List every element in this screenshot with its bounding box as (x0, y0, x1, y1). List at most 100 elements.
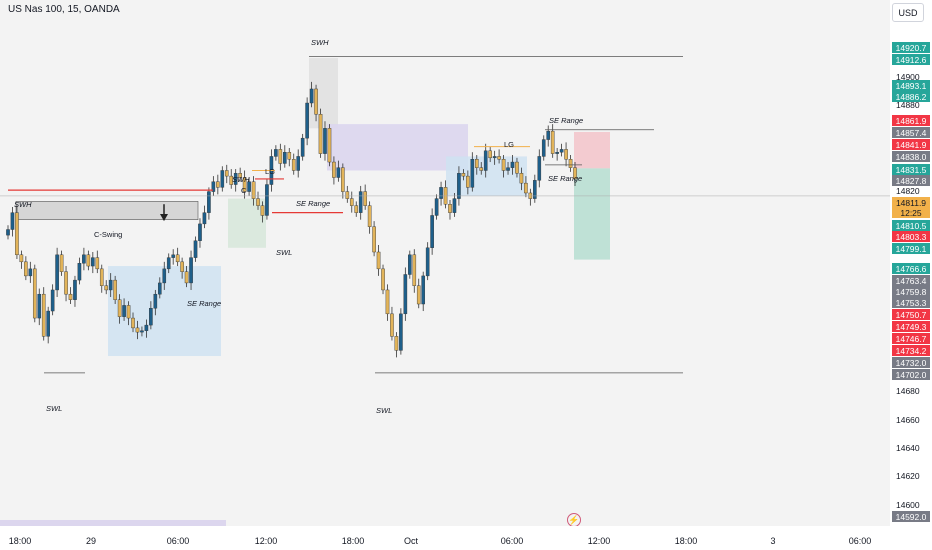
candle-body (363, 191, 367, 206)
candle-body (412, 254, 417, 286)
candle-body (376, 251, 381, 270)
candle-body (126, 305, 131, 319)
candle-body (15, 212, 19, 256)
label-se-range-2: SE Range (296, 199, 331, 208)
price-badge: 14763.4 (892, 275, 930, 286)
ob-zone (228, 198, 266, 248)
candle-body (403, 274, 408, 315)
x-tick: 06:00 (848, 536, 872, 546)
stop-loss-box (574, 131, 610, 169)
y-tick: 14620 (896, 471, 920, 481)
price-badge: 14857.4 (892, 127, 930, 138)
lines-layer (0, 56, 890, 374)
candle-body (104, 285, 109, 291)
candle-body (274, 149, 278, 157)
candle-body (537, 156, 542, 181)
candle-body (564, 149, 568, 160)
candle-body (541, 139, 546, 157)
candle-body (385, 289, 390, 315)
candle-body (318, 114, 323, 154)
down-arrow-head-icon (160, 214, 168, 222)
candle-body (140, 330, 144, 333)
chart-title: US Nas 100, 15, OANDA (8, 4, 120, 15)
label-swl-3: SWL (276, 248, 293, 257)
candle-body (555, 152, 559, 154)
candle-body (229, 175, 234, 185)
candle-body (483, 150, 488, 171)
y-tick: 14640 (896, 443, 920, 453)
candle-body (59, 254, 64, 272)
candle-body (327, 128, 332, 163)
candle-body (421, 275, 426, 305)
x-tick: 06:00 (500, 536, 524, 546)
price-badge: 14732.0 (892, 357, 930, 368)
candle-body (278, 149, 283, 164)
candle-body (492, 156, 497, 159)
candle-body (117, 299, 122, 317)
price-badge: 14734.2 (892, 345, 930, 356)
y-tick: 14660 (896, 415, 920, 425)
candle-body (515, 161, 519, 174)
price-badge: 14827.8 (892, 175, 930, 186)
chart-plot-area[interactable] (0, 0, 890, 526)
price-badge: 14803.3 (892, 231, 930, 242)
candle-body (323, 128, 327, 154)
price-badge: 14886.2 (892, 91, 930, 102)
candlestick-chart[interactable] (0, 0, 890, 526)
x-tick: 06:00 (166, 536, 190, 546)
price-badge: 14861.9 (892, 115, 930, 126)
x-tick: 18:00 (341, 536, 365, 546)
candle-body (381, 268, 385, 291)
tradingview-logo-icon[interactable]: ⚡ (567, 513, 581, 527)
candle-body (189, 257, 193, 284)
price-badge: 14912.6 (892, 54, 930, 65)
candle-body (479, 167, 484, 171)
candle-body (519, 173, 524, 184)
currency-selector[interactable]: USD (892, 3, 924, 22)
price-badge: 14766.6 (892, 263, 930, 274)
candle-body (573, 167, 577, 180)
candle-body (68, 293, 73, 300)
candle-body (461, 173, 466, 177)
candle-body (390, 313, 394, 337)
label-swl-2: SWL (376, 406, 393, 415)
x-tick: 12:00 (587, 536, 611, 546)
candle-body (439, 187, 443, 199)
bottom-strip (0, 520, 226, 526)
take-profit-box (574, 168, 610, 260)
price-badge: 14702.0 (892, 369, 930, 380)
label-se-range-3: SE Range (549, 116, 584, 125)
candle-body (287, 152, 292, 160)
candle-body (466, 175, 470, 188)
time-axis[interactable] (0, 526, 890, 550)
candle-body (524, 182, 528, 194)
candle-body (474, 159, 479, 168)
candle-body (247, 181, 251, 192)
candle-body (166, 257, 171, 270)
candle-body (296, 156, 300, 171)
y-tick: 14600 (896, 500, 920, 510)
price-badge: 14592.0 (892, 511, 930, 522)
candle-body (497, 156, 501, 160)
candle-body (86, 254, 91, 267)
candle-body (113, 279, 117, 300)
candle-body (367, 205, 372, 227)
candle-body (256, 198, 260, 206)
candle-body (149, 308, 153, 326)
candle-body (216, 181, 220, 188)
candle-body (568, 159, 573, 168)
candle-body (470, 159, 475, 188)
candle-body (153, 293, 158, 309)
candle-body (358, 191, 363, 213)
candle-body (122, 305, 126, 317)
price-badge: 14759.8 (892, 286, 930, 297)
candle-body (211, 181, 216, 192)
candle-body (233, 173, 238, 185)
candle-body (207, 191, 211, 213)
candle-body (559, 149, 564, 153)
candle-body (162, 268, 167, 284)
c-swing-box (15, 201, 199, 220)
candle-body (28, 268, 33, 277)
candle-body (448, 204, 452, 213)
candle-body (198, 223, 202, 241)
